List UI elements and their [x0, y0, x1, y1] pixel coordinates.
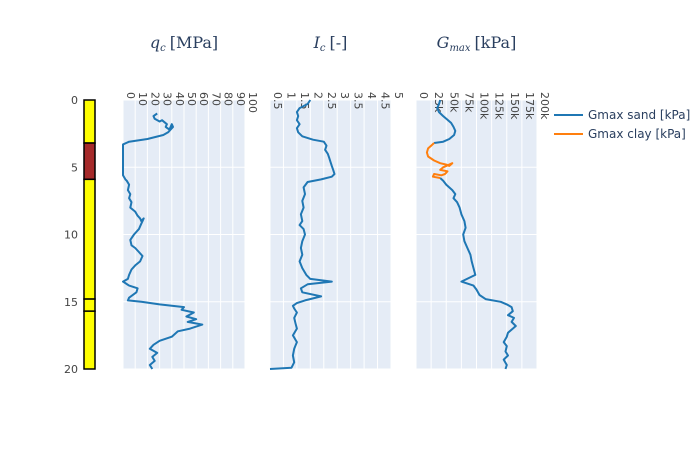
- qc-title-unit: [MPa]: [170, 33, 218, 52]
- qc-x-tick-label-0: 0: [124, 92, 137, 99]
- soil-layer-3: [83, 298, 96, 312]
- gmax-x-tick-label-2: 50k: [447, 92, 460, 113]
- qc-panel: 0 10 20 30 40 50 60 70 80 90 100 qc [MPa]: [122, 33, 259, 370]
- gmax-x-tick-label-3: 75k: [462, 92, 475, 113]
- ic-title-sub: c: [320, 43, 326, 54]
- gmax-title-sub: max: [449, 43, 470, 54]
- ic-x-tick-label-7: 4: [365, 92, 378, 99]
- depth-tick-label-3: 15: [64, 296, 78, 309]
- gmax-x-tick-label-5: 125k: [493, 92, 506, 120]
- qc-x-tick-label-4: 40: [173, 92, 186, 106]
- ic-series-0-segment-0: [269, 99, 336, 370]
- gmax-title: Gmax [kPa]: [437, 33, 517, 54]
- legend-label-1: Gmax clay [kPa]: [588, 127, 686, 141]
- gmax-series-0-segment-1: [439, 177, 517, 370]
- qc-title: qc [MPa]: [150, 33, 218, 54]
- ic-x-tick-label-9: 5: [392, 92, 405, 99]
- gmax-title-main: G: [437, 33, 450, 52]
- ic-x-tick-label-2: 1.5: [298, 92, 311, 110]
- ic-panel: 0.5 1 1.5 2 2.5 3 3.5 4 4.5 5 Ic [-]: [269, 33, 405, 370]
- qc-x-tick-label-3: 30: [161, 92, 174, 106]
- gmax-title-unit: [kPa]: [475, 33, 517, 52]
- soil-layer-2: [83, 178, 96, 300]
- qc-title-main: q: [150, 33, 160, 52]
- legend-label-0: Gmax sand [kPa]: [588, 108, 690, 122]
- gmax-x-tick-label-0: 0: [417, 92, 430, 99]
- depth-tick-label-4: 20: [64, 363, 78, 376]
- qc-series-0-segment-0: [122, 112, 204, 370]
- qc-x-tick-label-1: 10: [136, 92, 149, 106]
- ic-title: Ic [-]: [313, 33, 348, 54]
- qc-x-tick-label-9: 90: [234, 92, 247, 106]
- qc-x-tick-label-2: 20: [148, 92, 161, 106]
- ic-title-main: I: [313, 33, 321, 52]
- ic-x-tick-label-4: 2.5: [325, 92, 338, 110]
- ic-x-tick-label-3: 2: [311, 92, 324, 99]
- ic-x-tick-label-5: 3: [338, 92, 351, 99]
- depth-tick-label-2: 10: [64, 229, 78, 242]
- gmax-x-tick-label-6: 150k: [508, 92, 521, 120]
- qc-title-sub: c: [160, 43, 166, 54]
- legend: Gmax sand [kPa] Gmax clay [kPa]: [554, 108, 690, 141]
- ic-title-unit: [-]: [330, 33, 348, 52]
- soil-layer-4: [83, 310, 96, 370]
- depth-tick-label-0: 0: [71, 94, 78, 107]
- qc-x-tick-label-8: 80: [222, 92, 235, 106]
- depth-tick-label-1: 5: [71, 161, 78, 174]
- qc-x-tick-label-10: 100: [246, 92, 259, 113]
- ic-x-tick-label-0: 0.5: [271, 92, 284, 110]
- qc-x-tick-label-5: 50: [185, 92, 198, 106]
- gmax-x-tick-label-4: 100k: [478, 92, 491, 120]
- soil-layer-0: [83, 99, 96, 144]
- ic-x-tick-label-8: 4.5: [379, 92, 392, 110]
- gmax-x-tick-label-8: 200k: [538, 92, 551, 120]
- gmax-series-0-segment-0: [433, 99, 457, 144]
- qc-x-tick-label-6: 60: [197, 92, 210, 106]
- gmax-x-tick-label-7: 175k: [523, 92, 536, 120]
- qc-x-tick-label-7: 70: [209, 92, 222, 106]
- soil-layer-1: [83, 142, 96, 181]
- gmax-series-1-segment-0: [425, 142, 454, 179]
- ic-x-tick-label-1: 1: [284, 92, 297, 99]
- soil-layer-strip: 0 5 10 15 20: [64, 94, 96, 376]
- ic-x-tick-label-6: 3.5: [352, 92, 365, 110]
